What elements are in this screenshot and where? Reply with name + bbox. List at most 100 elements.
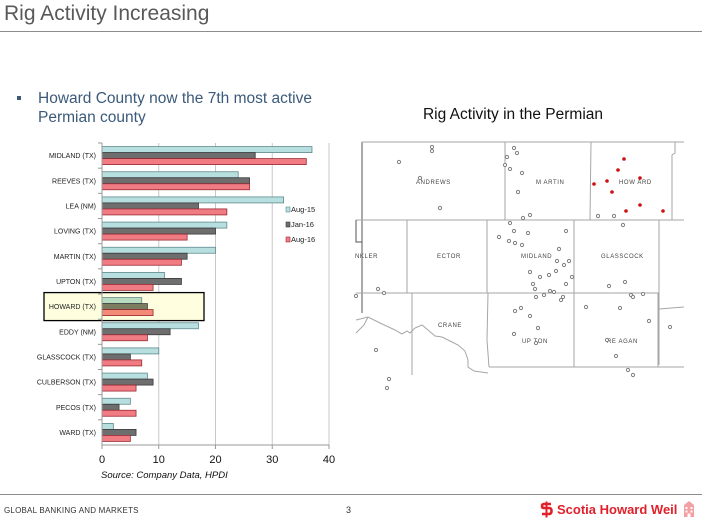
legend-swatch-aug-15	[285, 206, 291, 213]
bar-aug-16	[101, 233, 188, 241]
rig-marker	[525, 230, 531, 236]
bar-aug-15	[101, 171, 239, 179]
rig-marker-howard	[624, 209, 628, 213]
bar-jan-16	[101, 328, 171, 336]
pecos-river	[355, 316, 489, 374]
rig-marker	[667, 324, 673, 330]
bar-aug-16	[101, 183, 250, 191]
rig-marker	[429, 144, 435, 150]
rig-marker	[511, 331, 517, 337]
category-label: CULBERSON (TX)	[37, 380, 96, 387]
rig-marker	[622, 279, 628, 285]
rig-marker	[560, 294, 566, 300]
rig-marker-howard	[638, 203, 642, 207]
rig-marker	[611, 213, 617, 219]
bar-aug-16	[101, 158, 307, 165]
rig-marker	[617, 305, 623, 311]
bar-aug-16	[101, 334, 148, 342]
rig-marker	[512, 240, 518, 246]
rig-marker	[515, 189, 521, 195]
bar-aug-15	[101, 347, 160, 355]
county-label-midland: MIDLAND	[521, 254, 552, 260]
building-icon	[684, 501, 695, 517]
x-tick-label: 10	[153, 454, 165, 465]
rig-marker	[519, 242, 525, 248]
bar-jan-16	[101, 278, 182, 285]
county-label-andrews: ANDREWS	[416, 180, 451, 186]
x-tick-label: 0	[99, 454, 105, 465]
rig-marker	[537, 274, 543, 280]
border-crane-upton	[486, 292, 490, 368]
rig-marker	[535, 325, 541, 331]
x-tick-label: 20	[209, 454, 221, 465]
rig-marker	[541, 292, 547, 298]
rig-marker	[527, 212, 533, 218]
rig-marker	[511, 145, 517, 151]
rig-marker	[518, 305, 524, 311]
bar-aug-16	[101, 359, 143, 367]
rig-marker	[546, 272, 552, 278]
bar-aug-15	[101, 146, 313, 153]
county-label-winkler: NKLER	[355, 254, 378, 260]
bar-aug-16	[101, 284, 154, 291]
rig-marker-howard	[610, 190, 614, 194]
rig-marker	[511, 228, 517, 234]
bar-jan-16	[101, 378, 154, 386]
title-divider	[0, 31, 702, 32]
rig-marker	[353, 293, 359, 299]
rig-marker	[558, 297, 564, 303]
rig-marker	[504, 154, 510, 160]
rig-count-bar-chart: 0 10 20 30 40 MIDLAND (TX) REEVES (TX) LEA (NM)…	[37, 142, 335, 465]
rig-marker	[527, 269, 533, 275]
county-label-ector: ECTOR	[437, 254, 461, 260]
rig-marker	[507, 220, 513, 226]
border-martin-howard	[589, 141, 592, 221]
rig-marker	[630, 372, 636, 378]
rig-marker	[625, 367, 631, 373]
county-label-glasscock: GLASSCOCK	[601, 254, 644, 260]
category-label: WARD (TX)	[59, 430, 96, 437]
rig-marker	[373, 347, 379, 353]
page-number: 3	[346, 505, 352, 515]
rig-marker	[554, 258, 560, 264]
rig-marker	[533, 340, 539, 346]
county-label-crane: CRANE	[438, 323, 462, 329]
bar-aug-16	[101, 309, 154, 316]
rig-marker	[569, 274, 575, 280]
border-left-nub	[355, 220, 362, 243]
category-label: MIDLAND (TX)	[49, 153, 96, 160]
rig-marker	[437, 205, 443, 211]
bar-aug-15	[101, 272, 165, 279]
bar-aug-16	[101, 208, 228, 216]
rig-marker	[583, 304, 589, 310]
bar-jan-16	[101, 152, 256, 159]
rig-marker	[384, 385, 390, 391]
rig-marker	[606, 283, 612, 289]
rig-marker	[417, 175, 423, 181]
rig-marker	[563, 281, 569, 287]
legend-label: Jan-16	[291, 220, 314, 229]
rig-marker	[506, 238, 512, 244]
bar-aug-15	[101, 196, 285, 204]
bar-jan-16	[101, 227, 216, 235]
rig-marker	[527, 313, 533, 319]
border-howard-east	[671, 142, 676, 220]
legend-label: Aug-16	[291, 235, 315, 244]
category-label: REEVES (TX)	[52, 178, 96, 185]
rig-marker	[520, 215, 526, 221]
rig-marker-howard	[638, 176, 642, 180]
county-labels: ANDREWS M ARTIN HOW ARD NKLER ECTOR MIDL…	[355, 180, 652, 345]
rig-marker	[533, 294, 539, 300]
logo-text: Scotia Howard Weil	[557, 501, 678, 517]
x-tick-label: 40	[323, 454, 335, 465]
county-label-howard: HOW ARD	[619, 180, 652, 186]
footer-division-name: GLOBAL BANKING AND MARKETS	[4, 506, 139, 515]
rig-marker	[630, 294, 636, 300]
bar-jan-16	[101, 403, 120, 411]
rig-marker	[396, 159, 402, 165]
rig-marker	[496, 234, 502, 240]
rig-marker	[429, 148, 435, 154]
rig-marker	[547, 288, 553, 294]
bar-aug-16	[101, 435, 131, 442]
map-title: Rig Activity in the Permian	[422, 106, 604, 123]
